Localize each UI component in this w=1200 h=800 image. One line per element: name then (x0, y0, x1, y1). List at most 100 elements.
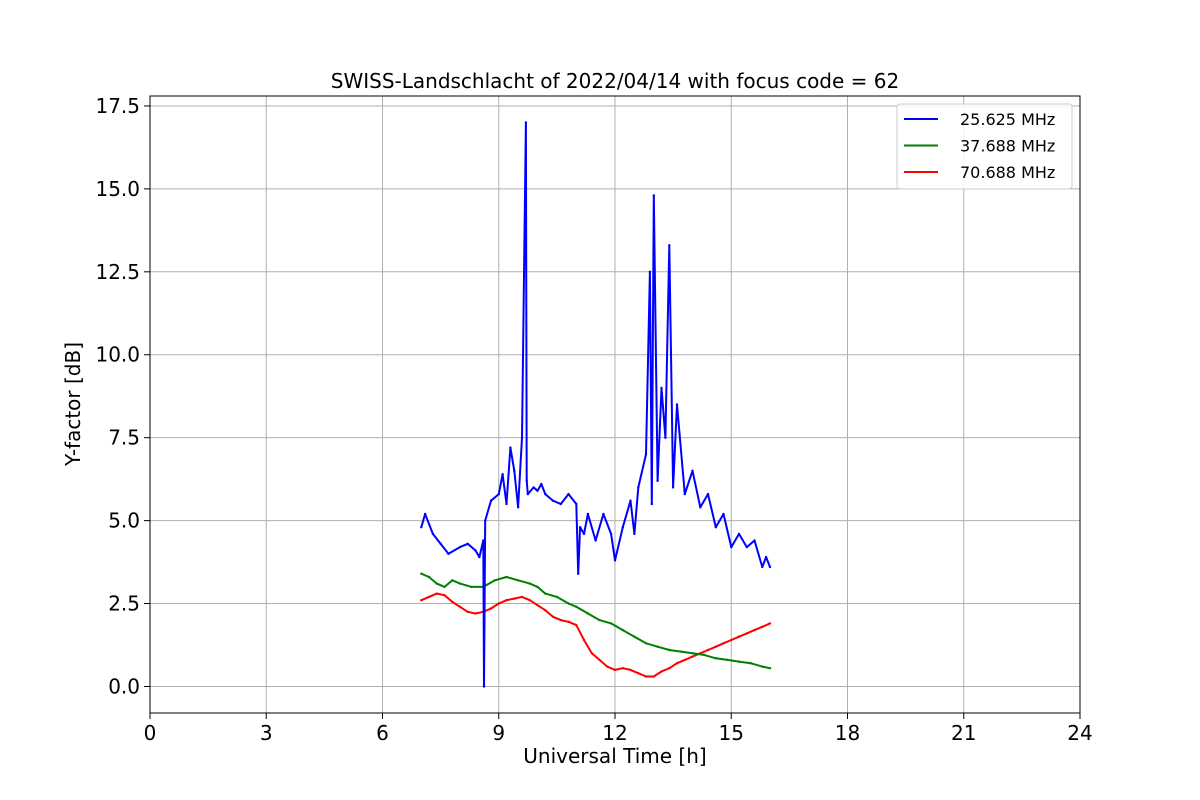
data-point (516, 506, 520, 509)
data-point (660, 670, 663, 673)
y-tick-label: 2.5 (108, 592, 140, 616)
data-point (482, 685, 486, 688)
data-point (675, 403, 679, 406)
data-point (582, 532, 586, 536)
data-point (497, 602, 500, 605)
data-point (594, 539, 597, 542)
data-point (745, 632, 748, 635)
data-point (753, 539, 756, 542)
data-point (474, 549, 477, 552)
data-point (466, 610, 469, 613)
data-point (544, 592, 547, 595)
data-point (683, 658, 686, 662)
data-point (714, 526, 717, 529)
data-point (644, 675, 648, 678)
data-point (633, 635, 636, 638)
data-point (737, 660, 741, 663)
data-point (577, 572, 580, 575)
series-layer (420, 121, 772, 688)
x-tick-label: 21 (951, 721, 976, 745)
data-point (420, 599, 423, 602)
data-point (590, 652, 593, 655)
data-point (706, 648, 710, 652)
data-point (613, 668, 617, 672)
data-point (435, 582, 438, 585)
data-point (520, 436, 524, 439)
data-point (435, 592, 438, 595)
data-point (501, 473, 504, 476)
y-tick-label: 12.5 (95, 260, 140, 284)
data-point (621, 628, 624, 632)
data-point (726, 658, 729, 662)
data-point (458, 582, 462, 585)
data-point (505, 575, 508, 579)
data-point (458, 605, 462, 608)
legend-label: 70.688 MHz (960, 163, 1055, 182)
y-tick-label: 15.0 (95, 177, 140, 201)
data-point (559, 618, 562, 622)
data-point (513, 597, 516, 600)
data-point (606, 665, 609, 668)
x-tick-label: 3 (260, 721, 273, 745)
data-point (427, 575, 431, 579)
y-tick-label: 10.0 (95, 343, 140, 367)
data-point (702, 653, 706, 657)
data-point (714, 645, 717, 648)
x-tick-label: 0 (144, 721, 157, 745)
data-point (555, 595, 559, 599)
chart-title: SWISS-Landschlacht of 2022/04/14 with fo… (331, 69, 899, 93)
data-point (714, 657, 717, 660)
data-point (629, 668, 632, 672)
data-point (637, 672, 640, 675)
data-point (478, 555, 481, 559)
data-point (551, 499, 555, 502)
data-point (691, 655, 694, 658)
data-point (621, 667, 624, 670)
y-tick-label: 0.0 (108, 674, 140, 698)
x-tick-label: 9 (492, 721, 505, 745)
data-point (644, 642, 648, 645)
data-point (528, 599, 531, 602)
x-tick-label: 24 (1067, 721, 1092, 745)
data-point (737, 635, 741, 638)
data-point (575, 605, 578, 608)
data-point (567, 602, 570, 605)
data-point (768, 622, 772, 625)
data-point (423, 512, 427, 516)
data-point (505, 599, 508, 602)
data-point (489, 499, 493, 502)
x-axis-label: Universal Time [h] (523, 744, 706, 768)
data-point (761, 625, 764, 628)
data-point (621, 526, 624, 529)
data-point (536, 604, 539, 607)
y-tick-label: 7.5 (108, 426, 140, 450)
data-point (447, 552, 450, 555)
data-point (613, 559, 617, 562)
data-point (536, 489, 539, 492)
y-axis: 0.0 2.5 5.0 7.5 10.0 12.5 15.0 17.5 (95, 94, 150, 698)
data-point (482, 539, 485, 542)
data-point (551, 615, 555, 618)
data-point (544, 492, 547, 496)
data-point (648, 270, 652, 273)
data-point (431, 532, 435, 536)
data-point (753, 628, 756, 632)
data-point (768, 565, 772, 569)
data-point (458, 545, 462, 549)
data-point (443, 594, 446, 597)
data-point (586, 612, 590, 615)
data-point (761, 565, 764, 569)
data-point (509, 446, 512, 449)
data-point (470, 585, 473, 589)
x-tick-label: 6 (376, 721, 389, 745)
data-point (520, 595, 524, 599)
data-point (664, 436, 667, 439)
data-point (582, 638, 586, 642)
data-point (427, 595, 431, 599)
data-point (451, 579, 454, 582)
data-point (567, 620, 570, 623)
data-point (598, 618, 601, 622)
data-point (586, 512, 590, 516)
data-point (764, 555, 768, 559)
legend-label: 25.625 MHz (960, 110, 1055, 129)
